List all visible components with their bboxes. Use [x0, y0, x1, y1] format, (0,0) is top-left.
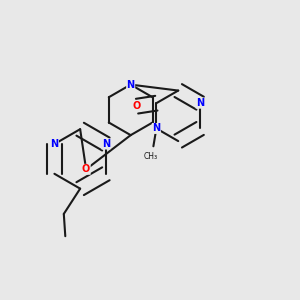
Text: N: N [127, 80, 135, 90]
Text: N: N [196, 98, 204, 108]
Text: O: O [82, 164, 90, 174]
Text: O: O [133, 101, 141, 111]
Text: N: N [102, 139, 110, 149]
Text: N: N [152, 124, 160, 134]
Text: CH₃: CH₃ [143, 152, 158, 161]
Text: N: N [50, 139, 59, 149]
